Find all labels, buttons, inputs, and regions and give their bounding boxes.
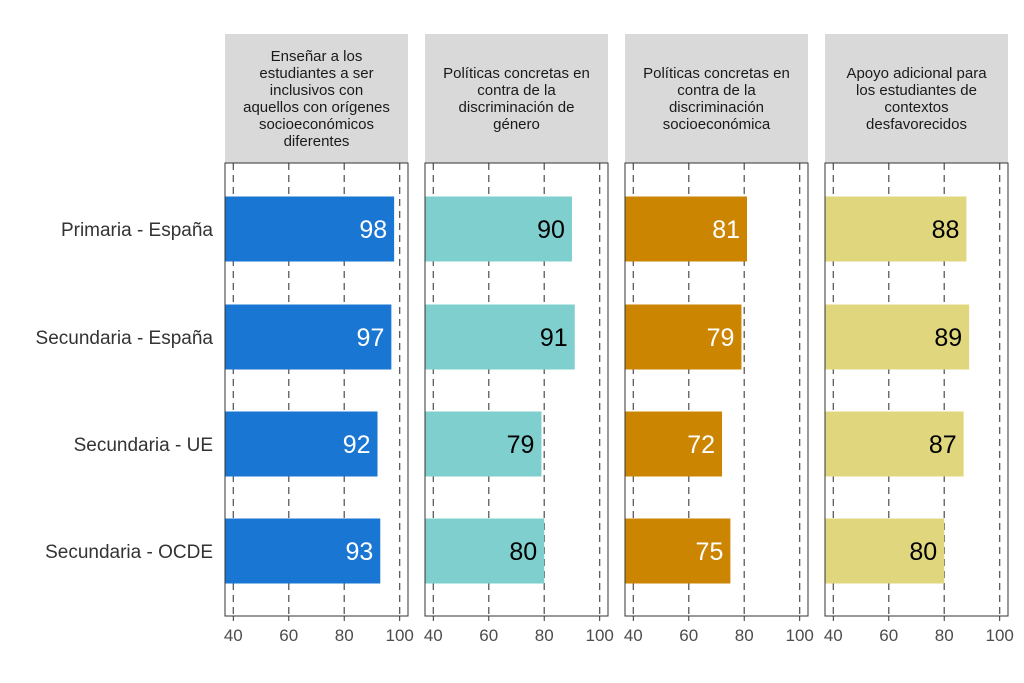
bar-value-label: 97 xyxy=(357,324,385,352)
panel-title-line: contextos xyxy=(884,99,948,116)
bar-value-label: 90 xyxy=(537,216,565,244)
x-tick-label: 40 xyxy=(624,626,643,645)
panel-title-line: aquellos con orígenes xyxy=(243,99,390,116)
panel-title-line: contra de la xyxy=(677,82,756,99)
bar xyxy=(225,411,378,477)
x-tick-label: 40 xyxy=(424,626,443,645)
bar-value-label: 91 xyxy=(540,324,568,352)
panel-title-line: Políticas concretas en xyxy=(643,65,790,82)
panel-strip xyxy=(625,34,808,163)
panel-title-line: socioeconómicos xyxy=(259,116,374,133)
x-tick-label: 40 xyxy=(824,626,843,645)
bar xyxy=(425,411,542,477)
bar-value-label: 87 xyxy=(929,431,957,459)
bar xyxy=(425,518,545,584)
x-tick-label: 60 xyxy=(479,626,498,645)
bar xyxy=(825,304,970,370)
bar xyxy=(225,304,392,370)
x-tick-label: 100 xyxy=(785,626,813,645)
bar xyxy=(625,304,742,370)
x-tick-label: 80 xyxy=(535,626,554,645)
x-tick-label: 100 xyxy=(585,626,613,645)
x-tick-label: 80 xyxy=(335,626,354,645)
x-tick-label: 100 xyxy=(385,626,413,645)
bar-value-label: 75 xyxy=(696,538,724,566)
panel-title-line: contra de la xyxy=(477,82,556,99)
bar xyxy=(825,518,945,584)
panel-border xyxy=(424,162,609,617)
bar-value-label: 93 xyxy=(345,538,373,566)
panel-title-line: Enseñar a los xyxy=(271,48,363,65)
bar-value-label: 79 xyxy=(707,324,735,352)
x-tick-label: 80 xyxy=(935,626,954,645)
panel-title-line: los estudiantes de xyxy=(856,82,977,99)
panel-title-line: diferentes xyxy=(284,133,350,150)
bar-value-label: 72 xyxy=(687,431,715,459)
bar xyxy=(625,411,723,477)
bar-value-label: 92 xyxy=(343,431,371,459)
panel-title-line: desfavorecidos xyxy=(866,116,967,133)
bar xyxy=(425,196,572,262)
bar-value-label: 80 xyxy=(909,538,937,566)
bar-value-label: 80 xyxy=(509,538,537,566)
bar-value-label: 81 xyxy=(712,216,740,244)
row-label: Secundaria - UE xyxy=(74,435,213,456)
panel-title-line: Apoyo adicional para xyxy=(846,65,987,82)
bar-value-label: 79 xyxy=(507,431,535,459)
x-tick-label: 60 xyxy=(879,626,898,645)
row-label: Primaria - España xyxy=(61,220,213,241)
panel-title-line: Políticas concretas en xyxy=(443,65,590,82)
row-label: Secundaria - OCDE xyxy=(45,542,213,563)
panel-title-line: género xyxy=(493,116,540,133)
panel-strip xyxy=(425,34,608,163)
bar xyxy=(425,304,575,370)
bar-value-label: 89 xyxy=(934,324,962,352)
bar xyxy=(825,411,964,477)
panel-title-line: socioeconómica xyxy=(663,116,771,133)
panel-border xyxy=(624,162,809,617)
panel-strip xyxy=(825,34,1008,163)
bar xyxy=(225,518,381,584)
panel-border xyxy=(224,162,409,617)
panel-border xyxy=(824,162,1009,617)
row-label: Secundaria - España xyxy=(36,328,214,349)
x-tick-label: 60 xyxy=(679,626,698,645)
x-tick-label: 60 xyxy=(279,626,298,645)
panel-title-line: discriminación de xyxy=(459,99,575,116)
panel-title-line: estudiantes a ser xyxy=(259,65,373,82)
panel-title-line: inclusivos con xyxy=(270,82,363,99)
panel-strip xyxy=(225,34,408,163)
bar-value-label: 88 xyxy=(932,216,960,244)
x-tick-label: 80 xyxy=(735,626,754,645)
bar xyxy=(625,196,747,262)
x-tick-label: 100 xyxy=(985,626,1013,645)
bar xyxy=(225,196,395,262)
panel-title-line: discriminación xyxy=(669,99,764,116)
bar-value-label: 98 xyxy=(359,216,387,244)
x-tick-label: 40 xyxy=(224,626,243,645)
bar xyxy=(825,196,967,262)
bar xyxy=(625,518,731,584)
